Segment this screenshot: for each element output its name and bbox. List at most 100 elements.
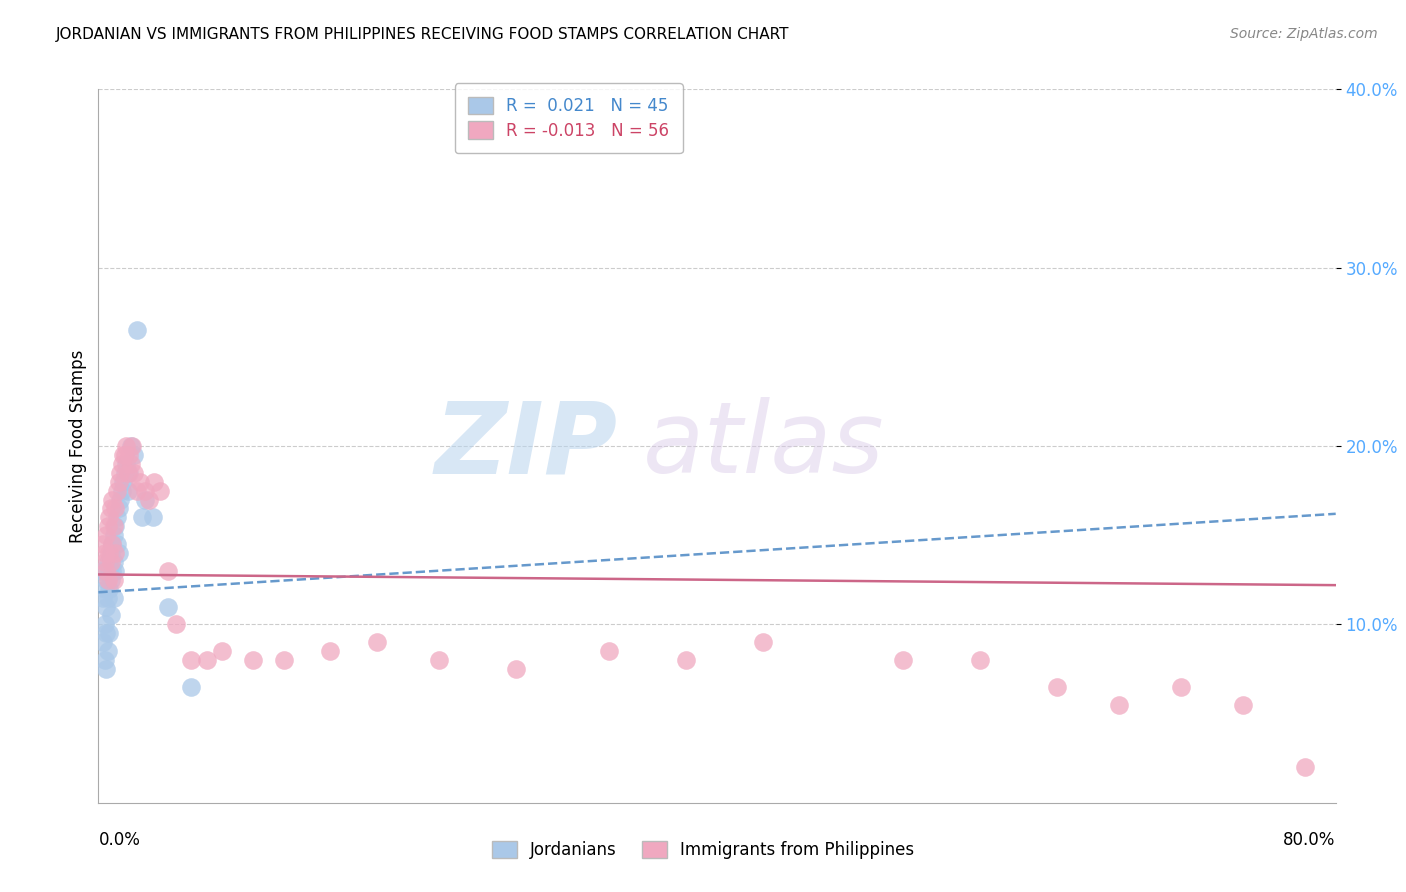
Point xyxy=(143,475,166,489)
Text: ZIP: ZIP xyxy=(434,398,619,494)
Point xyxy=(90,564,112,578)
Point xyxy=(117,466,139,480)
Point xyxy=(195,653,218,667)
Point xyxy=(120,439,142,453)
Point xyxy=(91,635,114,649)
Point xyxy=(180,680,202,694)
Point xyxy=(319,644,342,658)
Point xyxy=(112,448,135,462)
Point xyxy=(118,448,141,462)
Point xyxy=(104,546,127,560)
Y-axis label: Receiving Food Stamps: Receiving Food Stamps xyxy=(69,350,87,542)
Point xyxy=(98,582,121,596)
Point xyxy=(1170,680,1192,694)
Point xyxy=(598,644,620,658)
Point xyxy=(98,510,121,524)
Point xyxy=(211,644,233,658)
Point xyxy=(98,626,121,640)
Point xyxy=(100,573,122,587)
Point xyxy=(122,466,145,480)
Point xyxy=(96,573,118,587)
Point xyxy=(242,653,264,667)
Point xyxy=(112,475,135,489)
Point xyxy=(97,519,120,533)
Point xyxy=(105,510,128,524)
Point xyxy=(117,483,139,498)
Point xyxy=(118,466,141,480)
Text: Source: ZipAtlas.com: Source: ZipAtlas.com xyxy=(1230,27,1378,41)
Point xyxy=(157,564,180,578)
Point xyxy=(96,662,118,676)
Legend: R =  0.021   N = 45, R = -0.013   N = 56: R = 0.021 N = 45, R = -0.013 N = 56 xyxy=(454,83,682,153)
Point xyxy=(103,528,125,542)
Point xyxy=(97,644,120,658)
Point xyxy=(107,546,129,560)
Point xyxy=(97,591,120,605)
Point xyxy=(111,483,132,498)
Point xyxy=(127,323,149,337)
Point xyxy=(115,439,138,453)
Point xyxy=(103,555,125,569)
Point xyxy=(104,564,127,578)
Point xyxy=(675,653,697,667)
Point xyxy=(105,483,128,498)
Point xyxy=(101,492,124,507)
Point xyxy=(120,457,142,471)
Point xyxy=(108,492,131,507)
Point xyxy=(111,457,132,471)
Point xyxy=(101,537,124,551)
Point xyxy=(149,483,172,498)
Point xyxy=(131,510,153,524)
Point xyxy=(98,564,121,578)
Point xyxy=(100,608,122,623)
Point xyxy=(104,519,127,533)
Legend: Jordanians, Immigrants from Philippines: Jordanians, Immigrants from Philippines xyxy=(485,834,921,866)
Point xyxy=(121,439,143,453)
Point xyxy=(103,591,125,605)
Point xyxy=(96,626,118,640)
Point xyxy=(91,537,114,551)
Point xyxy=(366,635,388,649)
Point xyxy=(1294,760,1316,774)
Point xyxy=(134,492,156,507)
Point xyxy=(101,564,124,578)
Point xyxy=(104,501,127,516)
Text: 0.0%: 0.0% xyxy=(98,831,141,849)
Point xyxy=(91,591,114,605)
Point xyxy=(115,457,138,471)
Point xyxy=(427,653,450,667)
Text: JORDANIAN VS IMMIGRANTS FROM PHILIPPINES RECEIVING FOOD STAMPS CORRELATION CHART: JORDANIAN VS IMMIGRANTS FROM PHILIPPINES… xyxy=(56,27,790,42)
Point xyxy=(93,546,115,560)
Point xyxy=(93,653,115,667)
Point xyxy=(97,573,120,587)
Point xyxy=(97,555,120,569)
Point xyxy=(98,546,121,560)
Point xyxy=(103,519,125,533)
Point xyxy=(1046,680,1069,694)
Point xyxy=(141,510,165,524)
Text: 80.0%: 80.0% xyxy=(1284,831,1336,849)
Point xyxy=(108,466,131,480)
Point xyxy=(134,483,156,498)
Point xyxy=(138,492,160,507)
Point xyxy=(505,662,527,676)
Point xyxy=(969,653,991,667)
Point xyxy=(96,528,118,542)
Point xyxy=(114,448,136,462)
Point xyxy=(96,599,118,614)
Point xyxy=(100,555,122,569)
Point xyxy=(752,635,775,649)
Point xyxy=(273,653,295,667)
Point xyxy=(1232,698,1254,712)
Point xyxy=(122,448,145,462)
Text: atlas: atlas xyxy=(643,398,884,494)
Point xyxy=(107,501,129,516)
Point xyxy=(103,573,125,587)
Point xyxy=(100,501,122,516)
Point xyxy=(93,555,115,569)
Point xyxy=(107,475,129,489)
Point xyxy=(93,617,115,632)
Point xyxy=(180,653,202,667)
Point xyxy=(129,475,152,489)
Point xyxy=(93,582,115,596)
